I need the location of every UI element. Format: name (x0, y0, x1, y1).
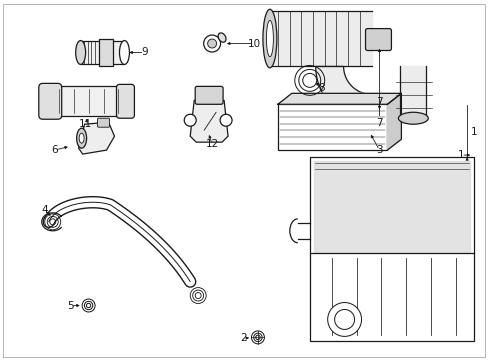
Ellipse shape (263, 9, 276, 68)
Text: 12: 12 (205, 139, 218, 149)
Text: 6: 6 (51, 145, 58, 155)
Text: 11: 11 (79, 119, 92, 129)
Polygon shape (190, 100, 227, 142)
Text: 9: 9 (141, 48, 147, 58)
Circle shape (220, 114, 232, 126)
Ellipse shape (76, 41, 85, 64)
Text: 7: 7 (375, 118, 382, 128)
Ellipse shape (266, 21, 273, 57)
Ellipse shape (79, 133, 84, 143)
Text: 1: 1 (470, 127, 477, 137)
Text: 5: 5 (67, 301, 74, 311)
Text: 1: 1 (457, 150, 464, 160)
Text: 8: 8 (318, 84, 325, 93)
FancyBboxPatch shape (365, 28, 390, 50)
Circle shape (203, 35, 220, 52)
FancyBboxPatch shape (98, 118, 109, 127)
FancyBboxPatch shape (116, 84, 134, 118)
Circle shape (334, 310, 354, 329)
Ellipse shape (77, 128, 86, 148)
Ellipse shape (398, 112, 427, 124)
Bar (277, 104, 386, 150)
Bar (309, 157, 473, 341)
Circle shape (327, 302, 361, 336)
Text: 7: 7 (375, 97, 382, 107)
Circle shape (207, 39, 216, 48)
FancyBboxPatch shape (39, 84, 61, 119)
Text: 2: 2 (240, 333, 247, 343)
Polygon shape (277, 93, 401, 104)
Bar (53, 86, 124, 116)
Text: 3: 3 (375, 145, 382, 155)
Ellipse shape (119, 41, 129, 64)
Bar (99, 39, 112, 67)
Circle shape (184, 114, 196, 126)
Polygon shape (79, 122, 114, 154)
Ellipse shape (218, 33, 225, 42)
Bar (81, 41, 124, 64)
FancyBboxPatch shape (195, 86, 223, 104)
Polygon shape (386, 93, 401, 150)
Polygon shape (315, 67, 371, 122)
Text: 10: 10 (247, 39, 260, 49)
Text: 4: 4 (41, 205, 48, 215)
